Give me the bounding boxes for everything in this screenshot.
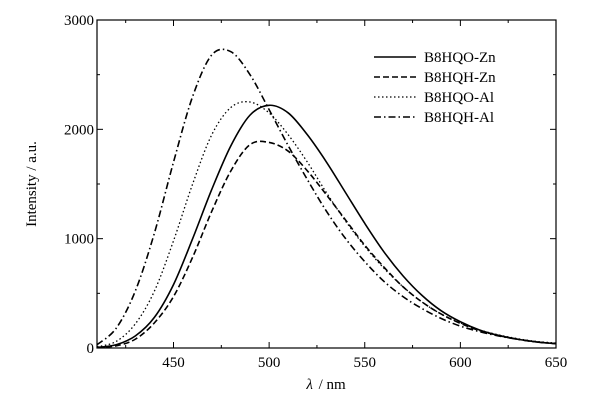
y-tick-label: 2000 <box>64 122 94 138</box>
y-axis-ticks: 0 1000 2000 3000 <box>64 13 556 357</box>
x-tick-label: 500 <box>258 355 281 371</box>
legend-label-b8hqo-zn: B8HQO-Zn <box>424 50 496 66</box>
x-tick-label: 550 <box>354 355 377 371</box>
x-axis-label: λ / nm <box>305 377 346 393</box>
y-tick-label: 0 <box>87 341 95 357</box>
legend-label-b8hqh-zn: B8HQH-Zn <box>424 70 496 86</box>
y-tick-label: 3000 <box>64 13 94 29</box>
series-line-b8hqh-zn <box>96 140 557 349</box>
series-line-b8hqo-zn <box>96 104 557 349</box>
series-line-b8hqo-al <box>96 101 557 348</box>
legend: B8HQO-Zn B8HQH-Zn B8HQO-Al B8HQH-Al <box>374 50 496 126</box>
x-axis-ticks: 450 500 550 600 650 <box>125 20 568 371</box>
x-tick-label: 600 <box>449 355 472 371</box>
x-tick-label: 450 <box>162 355 185 371</box>
x-tick-label: 650 <box>545 355 568 371</box>
legend-label-b8hqo-al: B8HQO-Al <box>424 90 494 106</box>
legend-label-b8hqh-al: B8HQH-Al <box>424 110 494 126</box>
x-axis-unit: / nm <box>319 377 346 393</box>
y-axis-label: Intensity / a.u. <box>24 141 40 227</box>
series-line-b8hqh-al <box>96 48 557 346</box>
x-axis-symbol: λ <box>305 377 313 393</box>
y-tick-label: 1000 <box>64 232 94 248</box>
plot-series <box>96 48 557 349</box>
